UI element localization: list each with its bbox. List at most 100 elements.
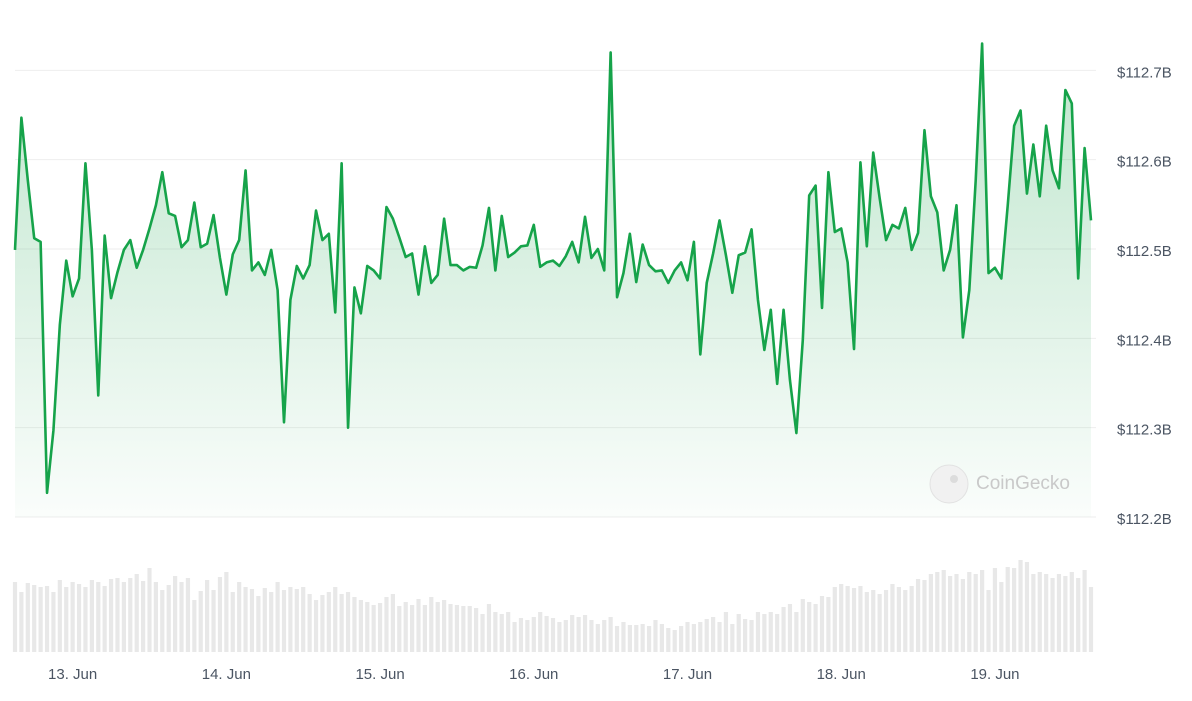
volume-bar <box>595 624 600 652</box>
volume-bar <box>967 572 972 652</box>
volume-bar <box>819 596 825 652</box>
volume-bar <box>717 622 722 652</box>
volume-bar <box>294 589 299 652</box>
volume-bar <box>275 582 280 652</box>
volume-bar <box>807 602 812 652</box>
volume-bar <box>743 619 748 652</box>
volume-bar <box>57 580 62 652</box>
volume-bar <box>582 615 588 652</box>
y-tick-label: $112.2B <box>1117 511 1172 528</box>
volume-bar <box>973 574 978 652</box>
x-tick-label: 19. Jun <box>970 666 1019 683</box>
volume-bar <box>147 568 152 652</box>
volume-bar <box>634 625 639 652</box>
volume-bar <box>230 592 235 652</box>
watermark-logo-eye <box>950 475 958 483</box>
volume-bar <box>518 618 524 652</box>
volume-bar <box>51 592 56 652</box>
volume-bar <box>403 602 408 652</box>
volume-bar <box>461 606 466 652</box>
volume-bar <box>678 626 684 652</box>
volume-bar <box>1005 567 1010 652</box>
volume-bar <box>1088 587 1094 652</box>
volume-bar <box>960 579 966 652</box>
x-tick-label: 14. Jun <box>202 666 251 683</box>
volume-bar <box>691 624 697 652</box>
volume-bar <box>179 582 184 652</box>
volume-bar <box>134 574 139 652</box>
volume-bar <box>813 604 818 652</box>
volume-bar <box>858 586 863 652</box>
volume-bar <box>1037 572 1042 652</box>
volume-bar <box>787 604 793 652</box>
volume-bar <box>614 626 620 652</box>
volume-bar <box>333 587 338 652</box>
volume-bar <box>736 614 741 652</box>
volume-bar <box>38 587 43 652</box>
volume-bar <box>762 614 767 652</box>
volume-bar <box>845 586 850 652</box>
volume-bar <box>211 590 216 652</box>
volume-bar <box>980 570 985 652</box>
volume-bar <box>166 585 171 652</box>
volume-bar <box>326 592 331 652</box>
volume-bar <box>550 618 556 652</box>
volume-bar <box>499 614 504 652</box>
volume-bar <box>704 619 709 652</box>
x-tick-label: 16. Jun <box>509 666 558 683</box>
volume-bar <box>915 579 921 652</box>
volume-bar <box>486 604 492 652</box>
watermark-logo <box>929 464 969 504</box>
volume-bar <box>871 590 876 652</box>
volume-bar <box>89 580 94 652</box>
volume-bar <box>121 582 126 652</box>
volume-bar <box>723 612 729 652</box>
volume-bar <box>108 579 114 652</box>
volume-bar <box>19 592 24 652</box>
volume-bar <box>928 574 933 652</box>
volume-bar <box>448 604 453 652</box>
volume-bar <box>384 597 389 652</box>
volume-bar <box>307 594 312 652</box>
volume-bar <box>730 624 735 652</box>
area-fill <box>15 43 1091 517</box>
volume-bar <box>64 587 69 652</box>
volume-bar <box>429 597 434 652</box>
volume-bar <box>1076 578 1081 652</box>
y-tick-label: $112.7B <box>1117 64 1172 81</box>
volume-bar <box>666 628 671 652</box>
watermark: CoinGecko <box>929 464 1070 504</box>
volume-bar <box>416 599 421 652</box>
volume-bar <box>345 592 351 652</box>
volume-bar <box>160 590 165 652</box>
volume-bar <box>115 578 120 652</box>
volume-bar <box>608 617 613 652</box>
volume-bar <box>205 580 210 652</box>
volume-bar <box>173 576 178 652</box>
volume-bar <box>512 622 517 652</box>
volume-bar <box>781 607 786 652</box>
volume-bar <box>1063 576 1068 652</box>
volume-bar <box>999 582 1004 652</box>
volume-bar <box>192 600 197 652</box>
volume-bar <box>1024 562 1030 652</box>
volume-bar <box>352 597 357 652</box>
volume-bar <box>903 590 908 652</box>
x-tick-label: 13. Jun <box>48 666 97 683</box>
volume-bar <box>659 624 664 652</box>
volume-bar <box>685 622 690 652</box>
volume-bar <box>422 605 428 652</box>
volume-bar <box>313 600 319 652</box>
volume-bar <box>589 620 594 652</box>
volume-bar <box>371 605 376 652</box>
volume-bar <box>1056 574 1062 652</box>
volume-bar <box>909 586 914 652</box>
x-tick-label: 18. Jun <box>817 666 866 683</box>
volume-bar <box>1018 560 1023 652</box>
volume-bar <box>249 589 255 652</box>
volume-bar <box>435 602 440 652</box>
volume-bar <box>185 578 191 652</box>
volume-bar <box>755 612 761 652</box>
volume-bar <box>877 594 882 652</box>
volume-bar <box>947 576 953 652</box>
